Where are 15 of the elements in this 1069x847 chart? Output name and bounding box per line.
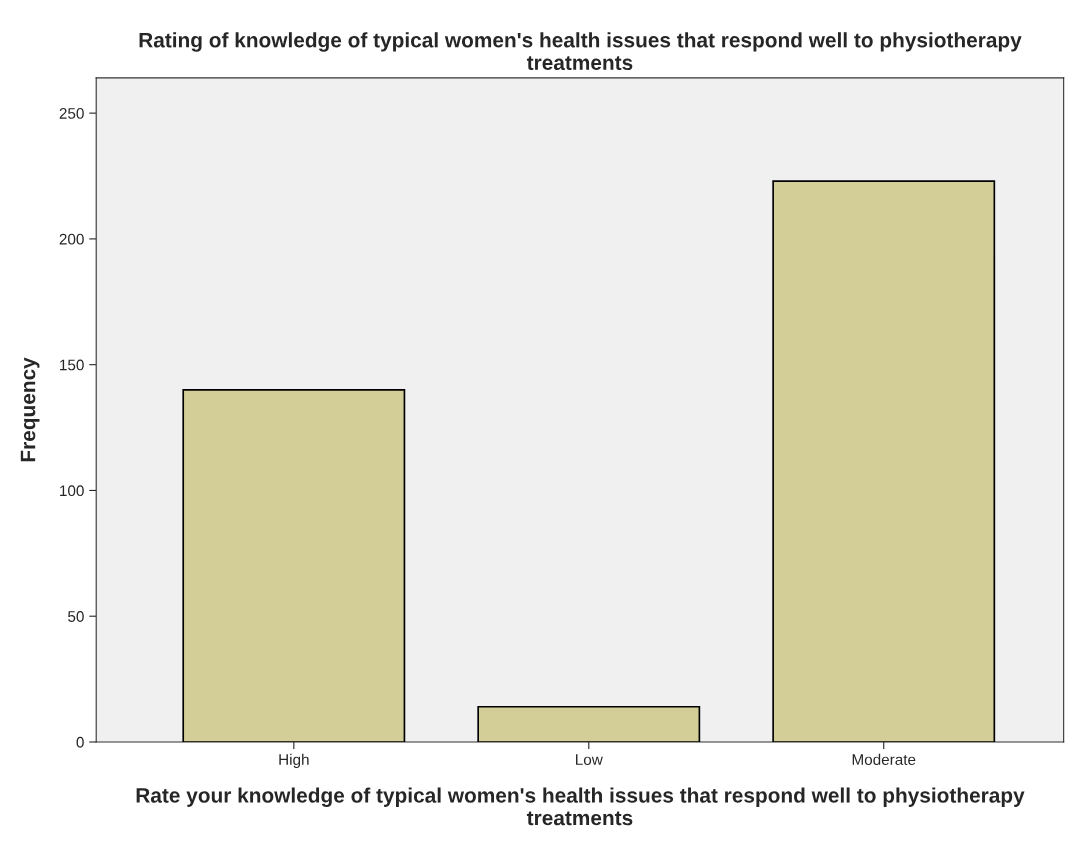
x-tick-label: Low [576,754,603,765]
y-tick-label: 0 [76,736,84,748]
y-tick-label: 150 [60,359,84,371]
x-tick-label: Moderate [852,753,916,765]
chart-title: Rating of knowledge of typical women's health issues that respond well to physiotherapy treatments [139,32,1022,71]
y-axis-title: Frequency [20,357,40,462]
y-tick-label: 50 [68,611,84,622]
y-tick-label: 200 [59,233,84,245]
bar [477,705,701,742]
bar [772,180,996,742]
y-tick-label: 100 [60,485,84,497]
bar [182,388,406,742]
y-tick-label: 250 [59,108,84,119]
x-tick-label: High [279,753,309,769]
x-axis-title: Rate your knowledge of typical women's health issues that respond well to physiotherapy treatments [136,787,1025,826]
